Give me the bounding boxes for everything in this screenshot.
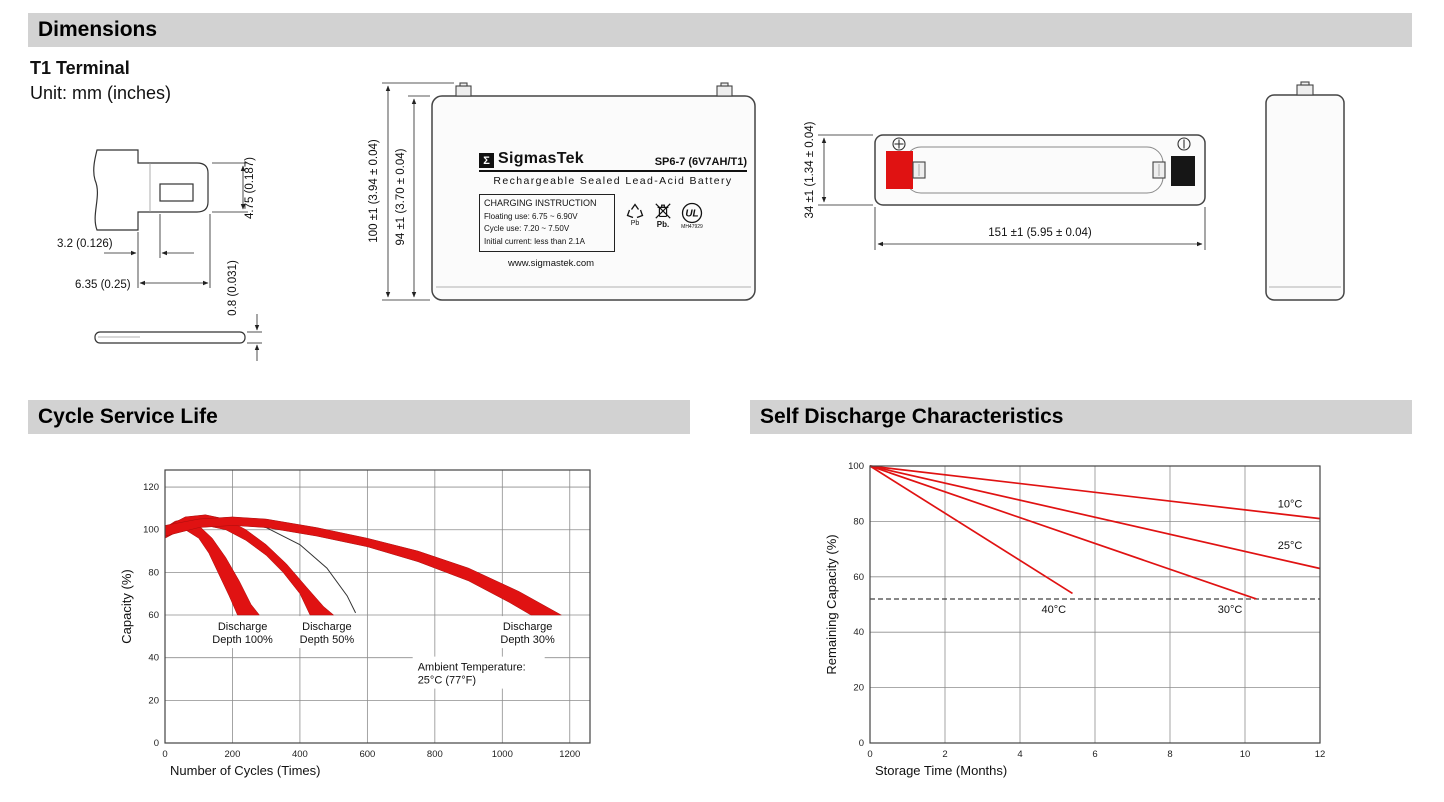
x-tick-label: 400 — [292, 749, 308, 760]
ul-mark-text: UL — [685, 209, 698, 220]
chart-annotation: Depth 50% — [300, 634, 355, 646]
dim-battery-case-height: 94 ±1 (3.70 ± 0.04) — [395, 148, 407, 245]
x-tick-label: 0 — [867, 749, 872, 760]
battery-label: Σ SigmasTek SP6-7 (6V7AH/T1) Rechargeabl… — [479, 150, 747, 269]
x-tick-label: 2 — [942, 749, 947, 760]
model-number: SP6-7 (6V7AH/T1) — [654, 156, 747, 168]
x-tick-label: 1000 — [492, 749, 513, 760]
y-tick-label: 60 — [148, 610, 159, 621]
series-label: 25°C — [1278, 540, 1303, 552]
y-tick-label: 60 — [853, 572, 864, 583]
series-25°C — [869, 465, 1321, 570]
series-40°C — [869, 465, 1073, 595]
y-tick-label: 20 — [148, 695, 159, 706]
band-Discharge Depth 30% — [164, 516, 563, 616]
dim-battery-width: 34 ±1 (1.34 ± 0.04) — [804, 121, 816, 218]
section-header-dimensions: Dimensions — [28, 13, 1412, 47]
chart-annotation: Depth 30% — [500, 634, 555, 646]
series-10°C — [869, 465, 1321, 520]
x-tick-label: 10 — [1240, 749, 1251, 760]
brand-name: SigmasTek — [498, 150, 584, 167]
x-tick-label: 0 — [162, 749, 167, 760]
section-title-self-discharge: Self Discharge Characteristics — [760, 405, 1064, 428]
charging-instruction-box: CHARGING INSTRUCTION Floating use: 6.75 … — [479, 194, 615, 253]
negative-terminal-marker — [1171, 156, 1195, 186]
ul-file-number: MH47929 — [681, 224, 703, 230]
minus-symbol-icon — [1177, 137, 1191, 151]
battery-side-view-drawing — [1265, 81, 1345, 301]
unit-note: Unit: mm (inches) — [30, 83, 172, 103]
y-tick-label: 0 — [859, 738, 864, 749]
battery-top-view-drawing: 34 ±1 (1.34 ± 0.04) 151 ±1 (5.95 ± 0.04) — [804, 121, 1206, 250]
battery-front-view-drawing: 100 ±1 (3.94 ± 0.04) 94 ±1 (3.70 ± 0.04) — [368, 82, 756, 301]
y-tick-label: 40 — [148, 653, 159, 664]
chart-annotation: Discharge — [302, 621, 352, 633]
x-tick-label: 4 — [1017, 749, 1022, 760]
ul-mark-icon: UL MH47929 — [681, 202, 703, 230]
series-label: 30°C — [1218, 604, 1243, 616]
y-tick-label: 120 — [143, 482, 159, 493]
positive-terminal-marker — [886, 151, 913, 189]
section-header-self-discharge: Self Discharge Characteristics — [750, 400, 1412, 434]
battery-type-line: Rechargeable Sealed Lead-Acid Battery — [493, 175, 733, 187]
chart-annotation: Discharge — [503, 621, 553, 633]
y-tick-label: 100 — [848, 461, 864, 472]
x-axis-label: Storage Time (Months) — [875, 763, 1007, 778]
self_discharge-plot: 10°C 25°C 30°C 40°C 0 2 4 6 8 10 12 0 20 40 60 80 100 Sto… — [824, 461, 1326, 778]
y-tick-label: 0 — [154, 738, 159, 749]
x-tick-label: 1200 — [559, 749, 580, 760]
x-tick-label: 800 — [427, 749, 443, 760]
series-label: 10°C — [1278, 499, 1303, 511]
series-label: 40°C — [1041, 604, 1066, 616]
dim-terminal-thickness: 0.8 (0.031) — [227, 260, 239, 316]
terminal-type-title: T1 Terminal — [30, 58, 130, 78]
chart-annotation: Depth 100% — [212, 634, 273, 646]
label-icons: Pb Pb. UL MH47929 — [625, 202, 703, 230]
crossed-bin-icon: Pb. — [653, 202, 673, 230]
chart-annotation: 25°C (77°F) — [418, 675, 476, 687]
pb-bin-text: Pb. — [656, 220, 670, 229]
chart-annotation: Discharge — [218, 621, 268, 633]
dim-battery-total-height: 100 ±1 (3.94 ± 0.04) — [368, 139, 380, 243]
dim-terminal-width: 6.35 (0.25) — [75, 279, 131, 291]
self-discharge-chart: 10°C 25°C 30°C 40°C 0 2 4 6 8 10 12 0 20 40 60 80 100 Sto… — [820, 450, 1380, 790]
series-30°C — [869, 465, 1257, 600]
pb-recycle-icon: Pb — [625, 202, 645, 230]
pb-recycle-text: Pb — [630, 220, 640, 227]
y-tick-label: 20 — [853, 683, 864, 694]
y-axis-label: Remaining Capacity (%) — [824, 534, 839, 674]
chart-annotation: Ambient Temperature: — [418, 662, 526, 674]
section-header-cycle-life: Cycle Service Life — [28, 400, 690, 434]
x-tick-label: 600 — [359, 749, 375, 760]
cycle-service-life-chart: Discharge Depth 100% Discharge Depth 50% Dis… — [105, 455, 625, 790]
brand-symbol: Σ — [483, 154, 490, 167]
plus-symbol-icon — [892, 137, 906, 151]
section-title-dimensions: Dimensions — [38, 18, 158, 41]
x-tick-label: 200 — [225, 749, 241, 760]
y-tick-label: 100 — [143, 525, 159, 536]
charging-line: Initial current: less than 2.1A — [484, 236, 585, 246]
x-tick-label: 6 — [1092, 749, 1097, 760]
label-brand-row: Σ SigmasTek SP6-7 (6V7AH/T1) — [479, 150, 747, 172]
y-tick-label: 80 — [148, 567, 159, 578]
charging-title: CHARGING INSTRUCTION — [484, 198, 597, 208]
y-axis-label: Capacity (%) — [119, 569, 134, 643]
x-tick-label: 8 — [1167, 749, 1172, 760]
dimension-drawings: 4.75 (0.187) 3.2 (0.126) 6.35 (0.25) 0.8… — [57, 81, 1345, 361]
dim-terminal-hole-width: 3.2 (0.126) — [57, 238, 113, 250]
x-axis-label: Number of Cycles (Times) — [170, 763, 320, 778]
website-url: www.sigmastek.com — [507, 258, 595, 270]
brand-logo-icon: Σ — [479, 153, 494, 168]
y-tick-label: 40 — [853, 627, 864, 638]
charging-line: Cycle use: 7.20 ~ 7.50V — [484, 224, 570, 234]
terminal-detail-drawing: 4.75 (0.187) 3.2 (0.126) 6.35 (0.25) 0.8… — [57, 149, 262, 361]
section-title-cycle-life: Cycle Service Life — [38, 405, 218, 428]
terminal-type-block: T1 Terminal Unit: mm (inches) — [30, 58, 171, 104]
dim-terminal-height: 4.75 (0.187) — [244, 157, 256, 219]
x-tick-label: 12 — [1315, 749, 1326, 760]
charging-line: Floating use: 6.75 ~ 6.90V — [484, 212, 578, 221]
dim-battery-length: 151 ±1 (5.95 ± 0.04) — [988, 227, 1092, 239]
y-tick-label: 80 — [853, 516, 864, 527]
